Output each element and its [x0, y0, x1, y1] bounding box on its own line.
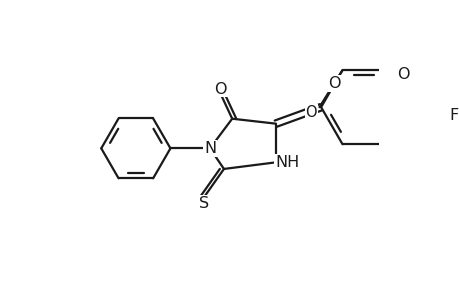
- Text: NH: NH: [274, 155, 299, 170]
- Text: S: S: [199, 196, 209, 211]
- Text: O: O: [397, 67, 409, 82]
- Text: F: F: [456, 68, 459, 83]
- Text: F: F: [448, 108, 457, 123]
- Text: O: O: [214, 82, 226, 97]
- Text: N: N: [203, 141, 216, 156]
- Text: O: O: [327, 76, 340, 91]
- Text: O: O: [305, 105, 316, 120]
